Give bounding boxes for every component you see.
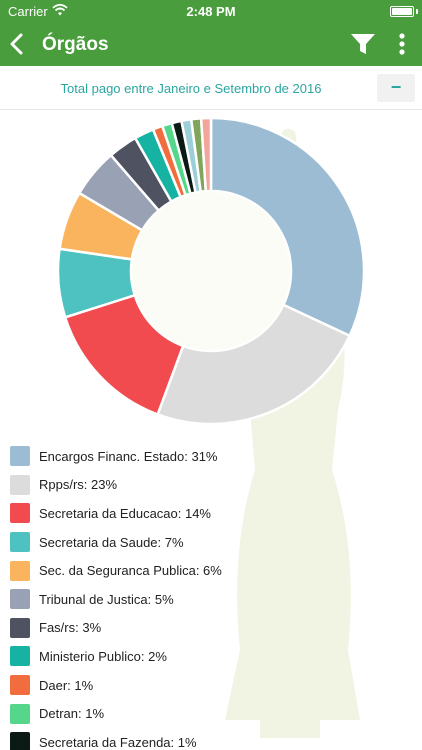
legend-item: Sec. da Seguranca Publica: 6% <box>10 556 410 585</box>
legend-label: Tribunal de Justica: 5% <box>39 591 174 607</box>
legend-item: Secretaria da Saude: 7% <box>10 528 410 557</box>
legend-item: Detran: 1% <box>10 699 410 728</box>
legend-swatch <box>10 446 30 467</box>
carrier-label: Carrier <box>8 4 48 19</box>
donut-chart <box>56 116 366 426</box>
more-vertical-icon <box>399 33 405 55</box>
filter-icon <box>351 34 375 54</box>
page-title: Órgãos <box>42 34 109 55</box>
legend-label: Ministerio Publico: 2% <box>39 648 167 664</box>
period-header: Total pago entre Janeiro e Setembro de 2… <box>0 66 422 110</box>
legend-swatch <box>10 703 30 724</box>
legend-swatch <box>10 560 30 581</box>
chart-legend: Encargos Financ. Estado: 31% Rpps/rs: 23%… <box>10 442 410 750</box>
battery-cap <box>416 9 418 14</box>
legend-item: Secretaria da Educacao: 14% <box>10 499 410 528</box>
legend-item: Encargos Financ. Estado: 31% <box>10 442 410 471</box>
legend-item: Daer: 1% <box>10 671 410 700</box>
nav-bar: Órgãos <box>0 22 422 66</box>
collapse-button[interactable]: − <box>377 74 415 102</box>
legend-label: Sec. da Seguranca Publica: 6% <box>39 563 222 579</box>
legend-item: Fas/rs: 3% <box>10 614 410 643</box>
legend-swatch <box>10 732 30 750</box>
legend-label: Secretaria da Educacao: 14% <box>39 505 211 521</box>
donut-hole <box>132 192 290 350</box>
legend-item: Rpps/rs: 23% <box>10 471 410 500</box>
legend-label: Fas/rs: 3% <box>39 620 102 636</box>
legend-item: Tribunal de Justica: 5% <box>10 585 410 614</box>
donut-slice-14[interactable] <box>199 116 213 193</box>
donut-slice-1[interactable] <box>209 116 366 338</box>
back-button[interactable] <box>6 30 28 58</box>
legend-item: Secretaria da Fazenda: 1% <box>10 728 410 750</box>
legend-label: Encargos Financ. Estado: 31% <box>39 448 218 464</box>
legend-label: Daer: 1% <box>39 677 94 693</box>
legend-swatch <box>10 589 30 610</box>
legend-swatch <box>10 503 30 524</box>
battery-icon <box>390 6 414 17</box>
wifi-icon <box>52 3 68 16</box>
legend-item: Ministerio Publico: 2% <box>10 642 410 671</box>
legend-swatch <box>10 675 30 696</box>
legend-label: Secretaria da Saude: 7% <box>39 534 184 550</box>
legend-swatch <box>10 532 30 553</box>
clock: 2:48 PM <box>186 4 236 19</box>
legend-label: Secretaria da Fazenda: 1% <box>39 734 197 750</box>
donut-slice-2[interactable] <box>156 303 352 426</box>
more-button[interactable] <box>392 32 412 56</box>
legend-swatch <box>10 474 30 495</box>
filter-button[interactable] <box>350 32 376 56</box>
legend-swatch <box>10 617 30 638</box>
period-label: Total pago entre Janeiro e Setembro de 2… <box>60 81 322 96</box>
legend-label: Rpps/rs: 23% <box>39 477 118 493</box>
legend-label: Detran: 1% <box>39 706 105 722</box>
legend-swatch <box>10 646 30 667</box>
status-bar: Carrier 2:48 PM <box>0 0 422 22</box>
chevron-left-icon <box>10 33 23 55</box>
